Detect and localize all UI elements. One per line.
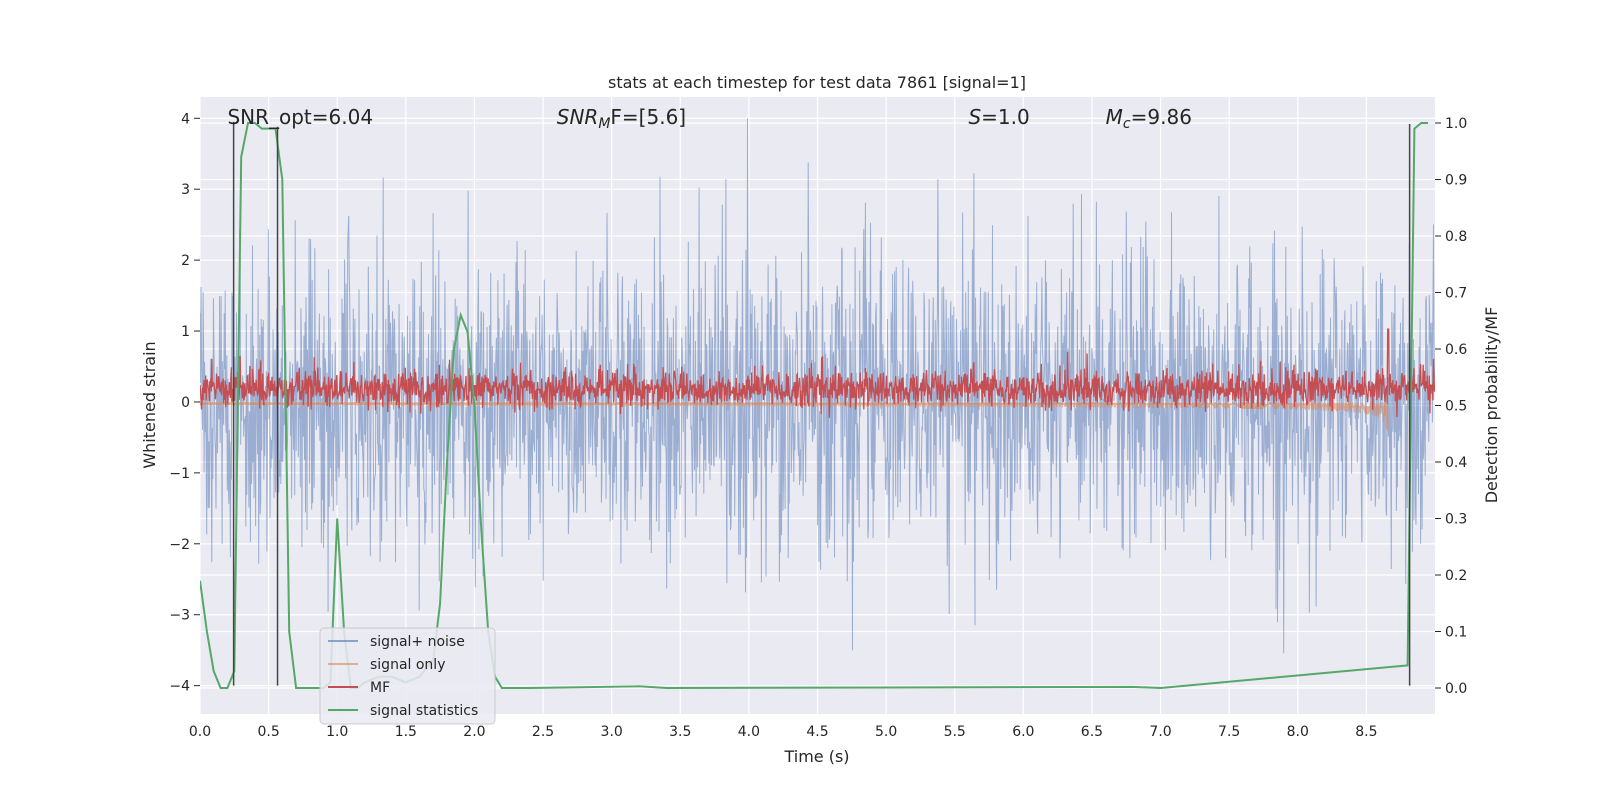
x-tick-label: 8.0 xyxy=(1287,724,1309,740)
legend: signal+ noise signal only MF signal statist… xyxy=(319,627,496,725)
y2-axis-ticks: 1.0 0.9 0.8 0.7 0.6 0.5 0.4 0.3 0.2 0.1 0.0 xyxy=(1435,116,1467,697)
x-tick-label: 2.5 xyxy=(532,724,554,740)
x-tick-label: 5.0 xyxy=(875,724,897,740)
y2-tick-label: 1.0 xyxy=(1445,116,1467,132)
legend-entry: MF xyxy=(370,680,390,696)
x-axis-ticks: 0.0 0.5 1.0 1.5 2.0 2.5 3.0 3.5 4.0 4.5 5.0 5.5 6.0 6… xyxy=(189,724,1378,740)
y2-tick-label: 0.0 xyxy=(1445,681,1467,697)
series-line-signal-noise xyxy=(200,118,1435,654)
annotation-text: S=1.0 xyxy=(968,105,1029,129)
x-tick-label: 3.0 xyxy=(601,724,623,740)
series-line-mf xyxy=(200,328,1435,418)
annotation-text: SNRMF=[5.6] xyxy=(557,105,686,132)
y-axis-ticks: 4 3 2 1 0 −1 −2 −3 −4 xyxy=(169,111,200,695)
x-tick-label: 7.0 xyxy=(1149,724,1171,740)
y-axis-label: Whitened strain xyxy=(140,341,159,468)
y-tick-label: −3 xyxy=(169,608,190,624)
y2-tick-label: 0.2 xyxy=(1445,568,1467,584)
legend-entry: signal only xyxy=(370,657,445,673)
y-tick-label: −4 xyxy=(169,679,190,695)
legend-entry: signal+ noise xyxy=(370,634,465,650)
x-tick-label: 2.0 xyxy=(463,724,485,740)
x-tick-label: 6.0 xyxy=(1012,724,1034,740)
y2-tick-label: 0.4 xyxy=(1445,455,1467,471)
x-tick-label: 7.5 xyxy=(1218,724,1240,740)
y-tick-label: 4 xyxy=(181,111,190,127)
annotation-text: Mc=9.86 xyxy=(1106,105,1192,132)
x-axis-label: Time (s) xyxy=(783,747,849,766)
x-tick-label: 5.5 xyxy=(944,724,966,740)
y-tick-label: 0 xyxy=(181,395,190,411)
y-tick-label: 1 xyxy=(181,324,190,340)
y2-tick-label: 0.9 xyxy=(1445,172,1467,188)
y2-axis-label: Detection probability/MF xyxy=(1482,307,1501,504)
x-tick-label: 1.0 xyxy=(326,724,348,740)
annotation-text: SNR_opt=6.04 xyxy=(227,105,373,129)
vertical-markers xyxy=(232,121,1411,686)
legend-entry: signal statistics xyxy=(370,703,478,719)
y-tick-label: 2 xyxy=(181,253,190,269)
x-tick-label: 1.5 xyxy=(395,724,417,740)
x-tick-label: 6.5 xyxy=(1081,724,1103,740)
x-tick-label: 3.5 xyxy=(669,724,691,740)
y-tick-label: −2 xyxy=(169,537,190,553)
y2-tick-label: 0.7 xyxy=(1445,285,1467,301)
y2-tick-label: 0.6 xyxy=(1445,342,1467,358)
chart-title: stats at each timestep for test data 786… xyxy=(608,73,1026,92)
x-tick-label: 4.0 xyxy=(738,724,760,740)
y2-tick-label: 0.5 xyxy=(1445,399,1467,415)
y2-tick-label: 0.8 xyxy=(1445,229,1467,245)
y2-tick-label: 0.3 xyxy=(1445,512,1467,528)
y-tick-label: 3 xyxy=(181,182,190,198)
legend-box xyxy=(319,627,496,725)
annotations: SNR_opt=6.04 SNRMF=[5.6] S=1.0 Mc=9.86 xyxy=(227,105,1191,132)
x-tick-label: 0.5 xyxy=(257,724,279,740)
x-tick-label: 8.5 xyxy=(1355,724,1377,740)
x-tick-label: 4.5 xyxy=(806,724,828,740)
y2-tick-label: 0.1 xyxy=(1445,625,1467,641)
x-tick-label: 0.0 xyxy=(189,724,211,740)
y-tick-label: −1 xyxy=(169,466,190,482)
